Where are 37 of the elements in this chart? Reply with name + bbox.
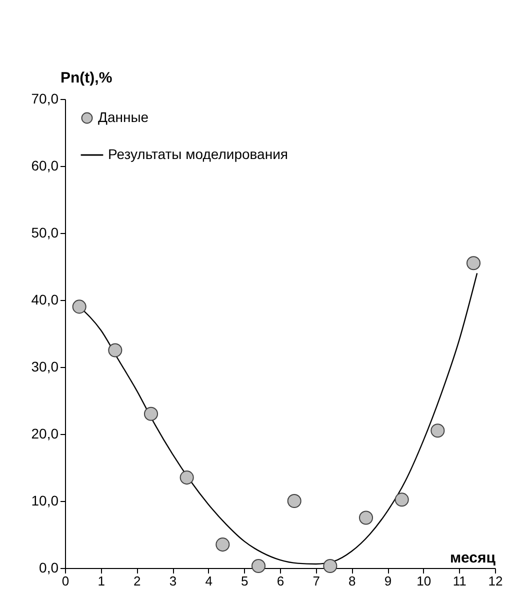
point (466, 256, 481, 270)
x-tick-label: 2 (134, 574, 141, 588)
x-tick-label: 3 (169, 574, 177, 588)
y-tick-label: 10,0 (31, 492, 59, 508)
point (108, 343, 122, 358)
legend-label: Данные (98, 109, 149, 125)
y-tick-label: 0,0 (39, 560, 59, 576)
y-tick-label: 70,0 (31, 90, 59, 106)
x-tick-label: 1 (98, 574, 105, 588)
point (216, 538, 230, 552)
y-tick-label: 60,0 (31, 158, 59, 174)
x-tick-label: 7 (312, 574, 320, 588)
point (72, 300, 86, 314)
point (144, 406, 158, 421)
x-tick-label: 10 (416, 574, 432, 588)
y-axis-title: Pn(t),% (60, 70, 112, 86)
y-tick-label: 40,0 (31, 292, 59, 308)
point (430, 424, 445, 438)
point (251, 558, 266, 573)
point (358, 510, 374, 525)
x-tick-label: 4 (205, 574, 212, 588)
x-tick-label: 5 (241, 574, 248, 588)
point (287, 494, 302, 508)
legend-label: Результаты моделирования (108, 146, 288, 162)
y-tick-label: 30,0 (31, 358, 59, 374)
x-tick-label: 11 (452, 574, 466, 588)
x-tick-label: 0 (62, 574, 70, 588)
x-tick-label: 6 (276, 574, 284, 588)
point (180, 470, 194, 485)
point (394, 492, 409, 507)
x-tick-label: 12 (488, 574, 503, 588)
x-axis-title: месяц (450, 550, 496, 566)
x-tick-label: 8 (348, 574, 356, 588)
y-tick-label: 20,0 (31, 426, 59, 442)
y-tick-label: 50,0 (31, 224, 59, 240)
point (323, 558, 338, 573)
x-tick-label: 9 (384, 574, 392, 588)
